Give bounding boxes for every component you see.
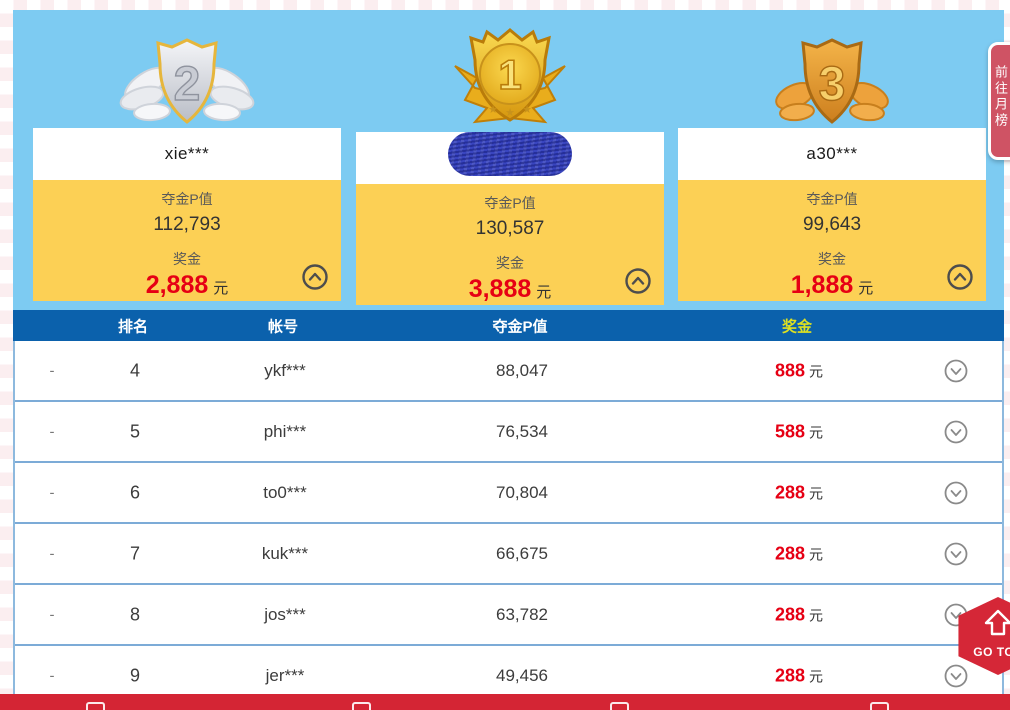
- header-rank: 排名: [117, 318, 149, 335]
- p-value-label: 夺金P值: [161, 191, 213, 207]
- ranking-table: 排名 帐号 夺金P值 奖金 - 4 ykf*** 88,047 888 元 - 5…: [13, 310, 1004, 710]
- redacted-username-scribble: [448, 132, 572, 176]
- table-row: - 5 phi*** 76,534 588 元: [15, 402, 1002, 463]
- row-rank: 8: [129, 604, 141, 624]
- username: a30***: [678, 128, 986, 180]
- card-stats: 夺金P值 112,793 奖金 2,888 元: [33, 180, 341, 301]
- row-dash: -: [49, 362, 55, 379]
- header-p-value: 夺金P值: [492, 318, 548, 335]
- row-p-value: 70,804: [496, 482, 548, 502]
- p-value: 130,587: [475, 218, 545, 239]
- bronze-badge-icon: 3: [747, 34, 917, 126]
- chevron-left-icon: 〈: [991, 45, 1010, 64]
- prize-amount: 2,888 元: [145, 271, 229, 299]
- nav-icon-2[interactable]: [352, 702, 371, 710]
- row-p-value: 88,047: [496, 360, 548, 380]
- table-rows: - 4 ykf*** 88,047 888 元 - 5 phi*** 76,534…: [13, 341, 1004, 707]
- podium-card-rank2: xie*** 夺金P值 112,793 奖金 2,888 元: [33, 128, 341, 301]
- row-dash: -: [49, 606, 55, 623]
- expand-chevron-down-icon[interactable]: [944, 664, 968, 688]
- svg-text:2: 2: [174, 58, 201, 111]
- row-account: to0***: [263, 482, 307, 502]
- p-value: 99,643: [802, 214, 862, 235]
- expand-chevron-down-icon[interactable]: [944, 542, 968, 566]
- row-rank: 9: [129, 665, 141, 685]
- podium-panel: 2 xie*** 夺金P值 112,793 奖金 2,888 元: [13, 10, 1004, 310]
- row-prize: 888 元: [774, 360, 824, 380]
- row-account: phi***: [263, 421, 307, 441]
- table-row: - 8 jos*** 63,782 288 元: [15, 585, 1002, 646]
- card-stats: 夺金P值 99,643 奖金 1,888 元: [678, 180, 986, 301]
- svg-text:★: ★: [505, 107, 515, 119]
- row-prize: 288 元: [774, 482, 824, 502]
- row-rank: 6: [129, 482, 141, 502]
- username-redacted: [356, 132, 664, 184]
- go-top-label: GO TOP: [973, 645, 1010, 659]
- row-rank: 5: [129, 421, 141, 441]
- header-prize: 奖金: [781, 318, 813, 335]
- table-row: - 6 to0*** 70,804 288 元: [15, 463, 1002, 524]
- nav-icon-4[interactable]: [870, 702, 889, 710]
- nav-icon-3[interactable]: [610, 702, 629, 710]
- row-dash: -: [49, 484, 55, 501]
- expand-chevron-down-icon[interactable]: [944, 359, 968, 383]
- p-value-label: 夺金P值: [484, 195, 536, 211]
- prize-label: 奖金: [496, 255, 524, 271]
- table-row: - 7 kuk*** 66,675 288 元: [15, 524, 1002, 585]
- header-account: 帐号: [267, 318, 299, 335]
- podium-card-rank1: 夺金P值 130,587 奖金 3,888 元: [356, 128, 664, 305]
- collapse-chevron-up-icon[interactable]: [302, 264, 328, 290]
- row-prize: 288 元: [774, 604, 824, 624]
- prize-amount: 1,888 元: [790, 271, 874, 299]
- p-value: 112,793: [153, 214, 221, 235]
- collapse-chevron-up-icon[interactable]: [625, 268, 651, 294]
- bottom-nav-bar: [0, 694, 1010, 710]
- side-tab-label: 前往月榜: [993, 65, 1008, 129]
- nav-icon-1[interactable]: [86, 702, 105, 710]
- card-stats: 夺金P值 130,587 奖金 3,888 元: [356, 184, 664, 305]
- svg-text:★: ★: [522, 104, 532, 116]
- arrow-up-icon: [984, 609, 1010, 636]
- prize-amount: 3,888 元: [468, 275, 552, 303]
- expand-chevron-down-icon[interactable]: [944, 420, 968, 444]
- row-dash: -: [49, 423, 55, 440]
- row-p-value: 66,675: [496, 543, 548, 563]
- row-p-value: 63,782: [496, 604, 548, 624]
- svg-text:1: 1: [498, 51, 521, 98]
- svg-text:★: ★: [488, 104, 498, 116]
- prize-label: 奖金: [173, 251, 201, 267]
- prize-label: 奖金: [818, 251, 846, 267]
- row-account: ykf***: [264, 360, 306, 380]
- username: xie***: [33, 128, 341, 180]
- row-dash: -: [49, 545, 55, 562]
- row-p-value: 49,456: [496, 665, 548, 685]
- svg-text:3: 3: [819, 58, 846, 111]
- row-dash: -: [49, 667, 55, 684]
- table-header: 排名 帐号 夺金P值 奖金: [13, 310, 1004, 341]
- side-tab-monthly-ranking[interactable]: 〈 前往月榜: [988, 42, 1010, 160]
- row-prize: 288 元: [774, 665, 824, 685]
- row-account: jer***: [265, 665, 305, 685]
- row-prize: 588 元: [774, 421, 824, 441]
- collapse-chevron-up-icon[interactable]: [947, 264, 973, 290]
- row-account: jos***: [264, 604, 306, 624]
- p-value-label: 夺金P值: [806, 191, 858, 207]
- row-prize: 288 元: [774, 543, 824, 563]
- row-rank: 4: [129, 360, 141, 380]
- expand-chevron-down-icon[interactable]: [944, 481, 968, 505]
- silver-badge-icon: 2: [102, 34, 272, 126]
- podium-card-rank3: a30*** 夺金P值 99,643 奖金 1,888 元: [678, 128, 986, 301]
- row-p-value: 76,534: [496, 421, 548, 441]
- table-row: - 4 ykf*** 88,047 888 元: [15, 341, 1002, 402]
- row-account: kuk***: [261, 543, 309, 563]
- gold-badge-icon: 1 ★ ★ ★: [425, 26, 595, 124]
- row-rank: 7: [129, 543, 141, 563]
